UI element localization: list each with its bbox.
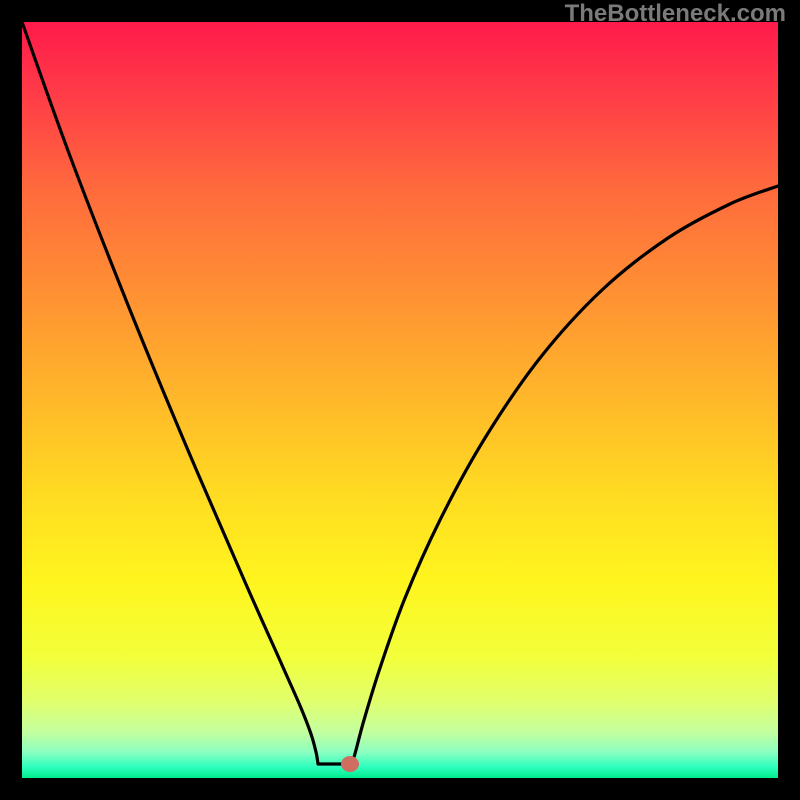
watermark-text: TheBottleneck.com (565, 0, 786, 28)
optimum-marker (341, 756, 359, 772)
bottleneck-curve (0, 0, 800, 800)
